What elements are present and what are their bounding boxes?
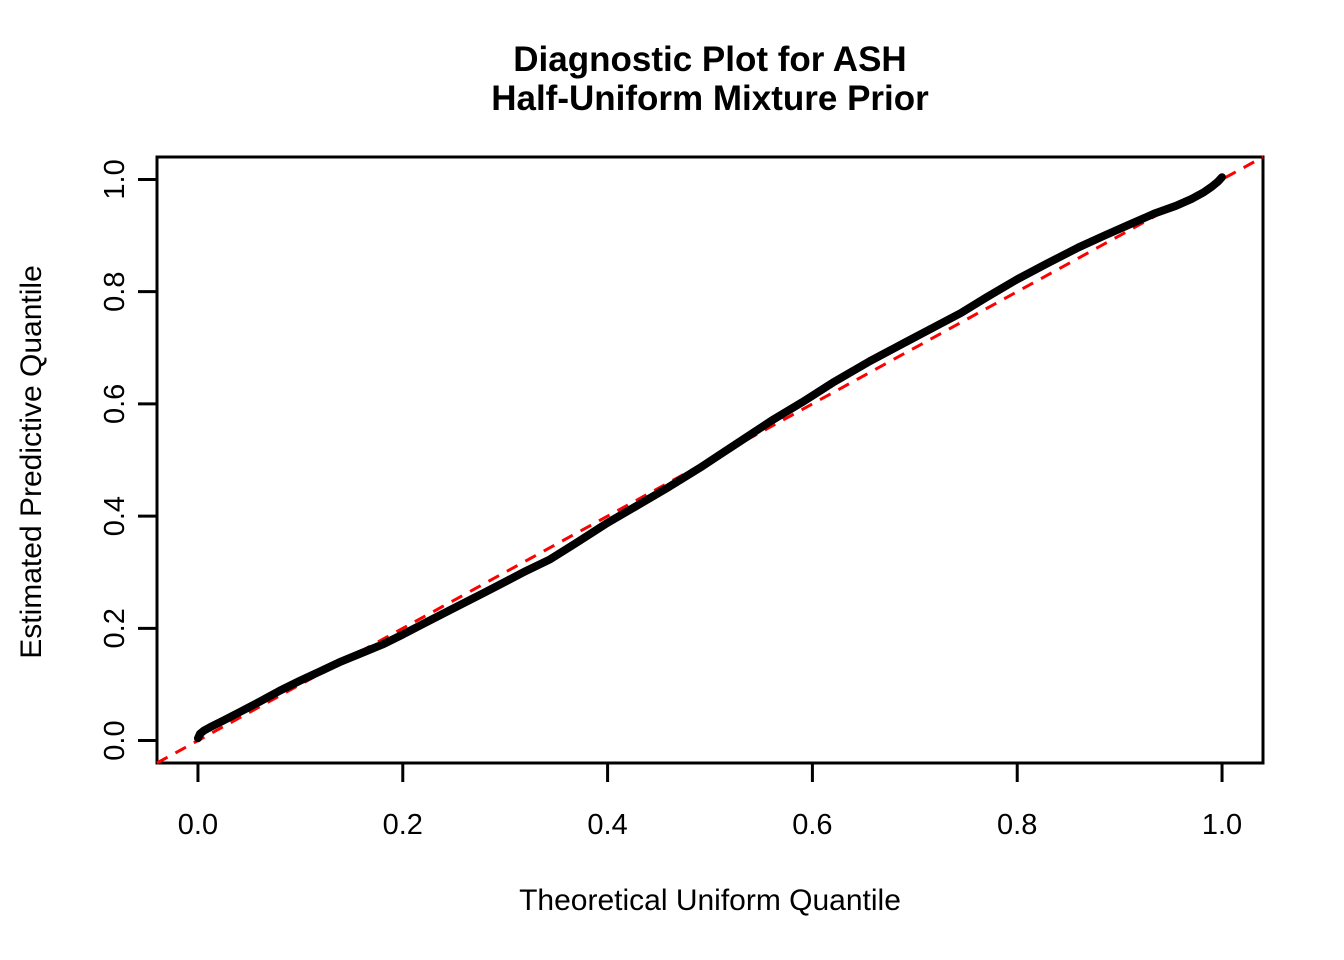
x-tick-label: 0.2 [383,809,423,841]
y-axis-ticks: 0.0 0.2 0.4 0.6 0.8 1.0 [99,159,157,761]
plot-title-line2: Half-Uniform Mixture Prior [491,79,929,118]
y-axis-title: Estimated Predictive Quantile [15,265,48,659]
plot-border [155,155,1265,765]
y-tick-label: 0.2 [99,608,131,648]
x-tick-label: 0.4 [587,809,627,841]
y-tick-label: 0.0 [99,720,131,760]
x-tick-label: 0.6 [792,809,832,841]
y-tick-label: 0.4 [99,496,131,536]
y-tick-label: 1.0 [99,159,131,199]
plot-title: Diagnostic Plot for ASH Half-Uniform Mix… [157,40,1263,118]
x-tick-label: 1.0 [1202,809,1242,841]
plot-title-line1: Diagnostic Plot for ASH [513,40,907,79]
x-axis-title: Theoretical Uniform Quantile [519,884,901,917]
quantile-curve [194,173,1226,743]
x-tick-label: 0.8 [997,809,1037,841]
y-tick-label: 0.8 [99,272,131,312]
y-tick-label: 0.6 [99,384,131,424]
x-axis-ticks: 0.0 0.2 0.4 0.6 0.8 1.0 [178,763,1242,841]
x-tick-label: 0.0 [178,809,218,841]
